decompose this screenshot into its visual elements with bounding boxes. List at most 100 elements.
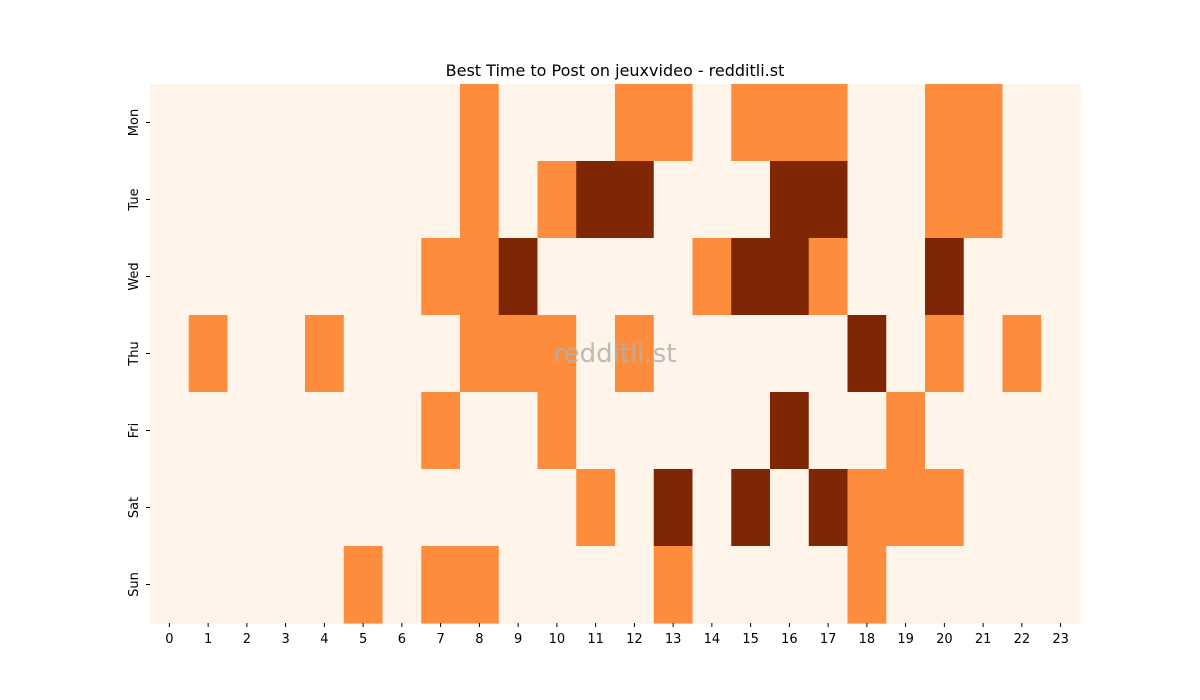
heatmap-cell-sun-6 [382,546,422,624]
heatmap-cell-wed-14 [692,238,732,316]
x-tick-label: 3 [281,632,289,647]
heatmap-cell-sun-11 [576,546,616,624]
heatmap-cell-fri-15 [731,392,771,470]
heatmap-cell-thu-14 [692,315,732,393]
heatmap-cell-thu-4 [305,315,345,393]
heatmap-cell-sun-23 [1041,546,1081,624]
heatmap-cell-thu-10 [537,315,577,393]
heatmap-cell-mon-5 [343,84,384,162]
heatmap-cell-tue-17 [808,161,849,239]
heatmap-cell-sun-9 [498,546,539,624]
heatmap-cell-mon-6 [382,84,422,162]
heatmap-cell-sat-0 [150,469,190,547]
heatmap-cell-mon-0 [150,84,190,162]
heatmap-cell-fri-18 [847,392,887,470]
heatmap-cell-fri-6 [382,392,422,470]
heatmap-cell-sat-17 [808,469,849,547]
x-tick-label: 12 [626,632,643,647]
heatmap-cell-sun-12 [615,546,655,624]
heatmap-cell-sun-14 [692,546,732,624]
heatmap-cell-thu-2 [227,315,267,393]
heatmap-cell-sat-13 [653,469,694,547]
heatmap-cell-fri-3 [266,392,306,470]
heatmap-cell-thu-1 [188,315,229,393]
heatmap-cell-thu-7 [421,315,461,393]
heatmap-cell-mon-10 [537,84,577,162]
x-tick-label: 18 [859,632,876,647]
heatmap-cell-fri-11 [576,392,616,470]
heatmap-cell-fri-23 [1041,392,1081,470]
heatmap-cell-mon-14 [692,84,732,162]
heatmap-cell-mon-3 [266,84,306,162]
heatmap-cell-thu-19 [886,315,926,393]
heatmap-cell-wed-16 [770,238,810,316]
x-axis: 0 1 2 3 4 5 6 7 8 9 10 11 12 13 14 15 16 17 18 19 20 21 22 23 [165,623,1069,647]
heatmap-cell-wed-5 [343,238,384,316]
heatmap-cell-sat-14 [692,469,732,547]
heatmap-cell-mon-17 [808,84,849,162]
heatmap-cell-mon-23 [1041,84,1081,162]
heatmap-cell-fri-5 [343,392,384,470]
y-tick-label: Thu [127,341,142,366]
heatmap-cell-tue-19 [886,161,926,239]
heatmap-cell-sun-7 [421,546,461,624]
heatmap-cell-fri-9 [498,392,539,470]
heatmap-cell-tue-23 [1041,161,1081,239]
heatmap-cell-sat-20 [925,469,965,547]
x-tick-label: 16 [781,632,798,647]
heatmap-cell-wed-2 [227,238,267,316]
heatmap-cell-sun-21 [963,546,1004,624]
heatmap-cell-wed-17 [808,238,849,316]
heatmap-cell-fri-12 [615,392,655,470]
heatmap-cell-fri-0 [150,392,190,470]
heatmap-cell-thu-0 [150,315,190,393]
heatmap-cell-wed-0 [150,238,190,316]
heatmap-cell-mon-18 [847,84,887,162]
heatmap-cell-sat-5 [343,469,384,547]
heatmap-cell-tue-7 [421,161,461,239]
heatmap-cell-sun-13 [653,546,694,624]
heatmap-cell-sat-19 [886,469,926,547]
heatmap-cell-sat-8 [460,469,500,547]
x-tick-label: 5 [359,632,367,647]
y-tick-label: Mon [127,109,142,136]
x-tick-label: 8 [475,632,483,647]
x-tick-label: 0 [165,632,173,647]
heatmap-cell-wed-23 [1041,238,1081,316]
heatmap-cell-wed-20 [925,238,965,316]
heatmap-cell-wed-12 [615,238,655,316]
x-tick-label: 2 [243,632,251,647]
heatmap-cell-wed-21 [963,238,1004,316]
heatmap-cell-sat-3 [266,469,306,547]
heatmap-cell-sat-10 [537,469,577,547]
heatmap-cell-sat-9 [498,469,539,547]
heatmap-cell-sat-7 [421,469,461,547]
heatmap-cell-wed-3 [266,238,306,316]
heatmap-cell-wed-15 [731,238,771,316]
heatmap-cell-sun-19 [886,546,926,624]
heatmap-cell-tue-8 [460,161,500,239]
heatmap-cell-tue-2 [227,161,267,239]
heatmap-cell-sat-23 [1041,469,1081,547]
heatmap-cell-wed-1 [188,238,229,316]
x-tick-label: 19 [897,632,914,647]
y-tick-label: Fri [127,423,142,439]
heatmap-cells [150,84,1081,624]
heatmap-cell-fri-7 [421,392,461,470]
heatmap-cell-mon-22 [1002,84,1042,162]
heatmap-cell-wed-10 [537,238,577,316]
heatmap-cell-tue-6 [382,161,422,239]
x-tick-label: 9 [514,632,522,647]
heatmap-cell-thu-11 [576,315,616,393]
heatmap-cell-thu-23 [1041,315,1081,393]
x-tick-label: 15 [742,632,759,647]
heatmap-cell-wed-11 [576,238,616,316]
x-tick-label: 10 [549,632,566,647]
heatmap-cell-sun-17 [808,546,849,624]
heatmap-cell-thu-17 [808,315,849,393]
heatmap-cell-mon-1 [188,84,229,162]
heatmap-cell-thu-5 [343,315,384,393]
heatmap-cell-sun-22 [1002,546,1042,624]
x-tick-label: 11 [587,632,604,647]
heatmap-cell-mon-7 [421,84,461,162]
